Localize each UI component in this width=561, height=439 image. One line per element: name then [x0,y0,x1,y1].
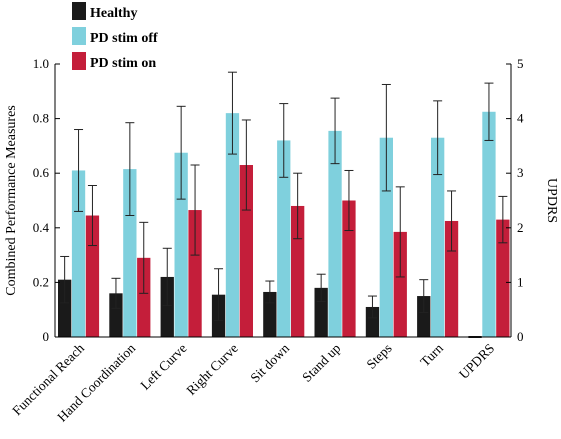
x-tick-label: Steps [363,341,394,372]
bar-healthy [314,287,328,337]
y2-tick-label: 0 [517,329,524,344]
bar-pd-stim-off [123,169,137,337]
y2-tick-label: 2 [517,220,524,235]
bar-healthy [160,276,174,337]
y-axis-label: Combined Performance Measures [4,105,19,296]
legend-label: Healthy [90,6,137,21]
bar-pd-stim-off [71,170,86,337]
x-tick-label: Right Curve [183,341,241,399]
bar-healthy [109,293,123,337]
legend-swatch-pd-stim-on [72,52,86,70]
x-tick-label: Left Curve [137,341,189,393]
y2-tick-label: 3 [517,165,524,180]
legend-swatch-healthy [72,2,86,20]
bar-healthy [58,279,72,337]
y-tick-label: 0.6 [33,165,50,180]
bar-pd-stim-off [328,130,342,337]
bar-pd-stim-off [225,113,240,337]
y2-axis-label: UPDRS [544,178,559,223]
bar-pd-stim-on [444,220,459,337]
bar-pd-stim-off [379,137,393,337]
legend-swatch-pd-stim-off [72,27,86,45]
bars [58,71,510,338]
bar-healthy [365,306,380,337]
y-tick-label: 0.2 [33,274,49,289]
bar-pd-stim-on [393,231,407,337]
bar-pd-stim-on [496,219,510,337]
y-tick-label: 0.8 [33,111,49,126]
bar-pd-stim-on [239,165,253,337]
y-tick-label: 1.0 [33,56,49,71]
bar-pd-stim-on [342,200,356,337]
bar-pd-stim-on [188,210,202,337]
x-tick-label: Stand up [299,340,343,384]
y2-tick-label: 5 [517,56,524,71]
bar-pd-stim-on [137,257,151,337]
bar-healthy [417,296,431,337]
bar-pd-stim-off [482,111,496,338]
bar-pd-stim-off [431,137,445,337]
x-tick-label: UPDRS [456,341,497,382]
legend-label: PD stim off [90,31,158,46]
legend-label: PD stim on [90,56,156,71]
y-tick-label: 0.4 [33,220,50,235]
y2-tick-label: 1 [517,274,524,289]
y-tick-label: 0 [43,329,50,344]
x-tick-label: Turn [417,340,446,369]
x-tick-label: Sit down [247,340,292,385]
bar-pd-stim-off [277,140,291,337]
legend: Healthy PD stim off PD stim on [72,2,158,71]
y2-tick-label: 4 [517,111,524,126]
